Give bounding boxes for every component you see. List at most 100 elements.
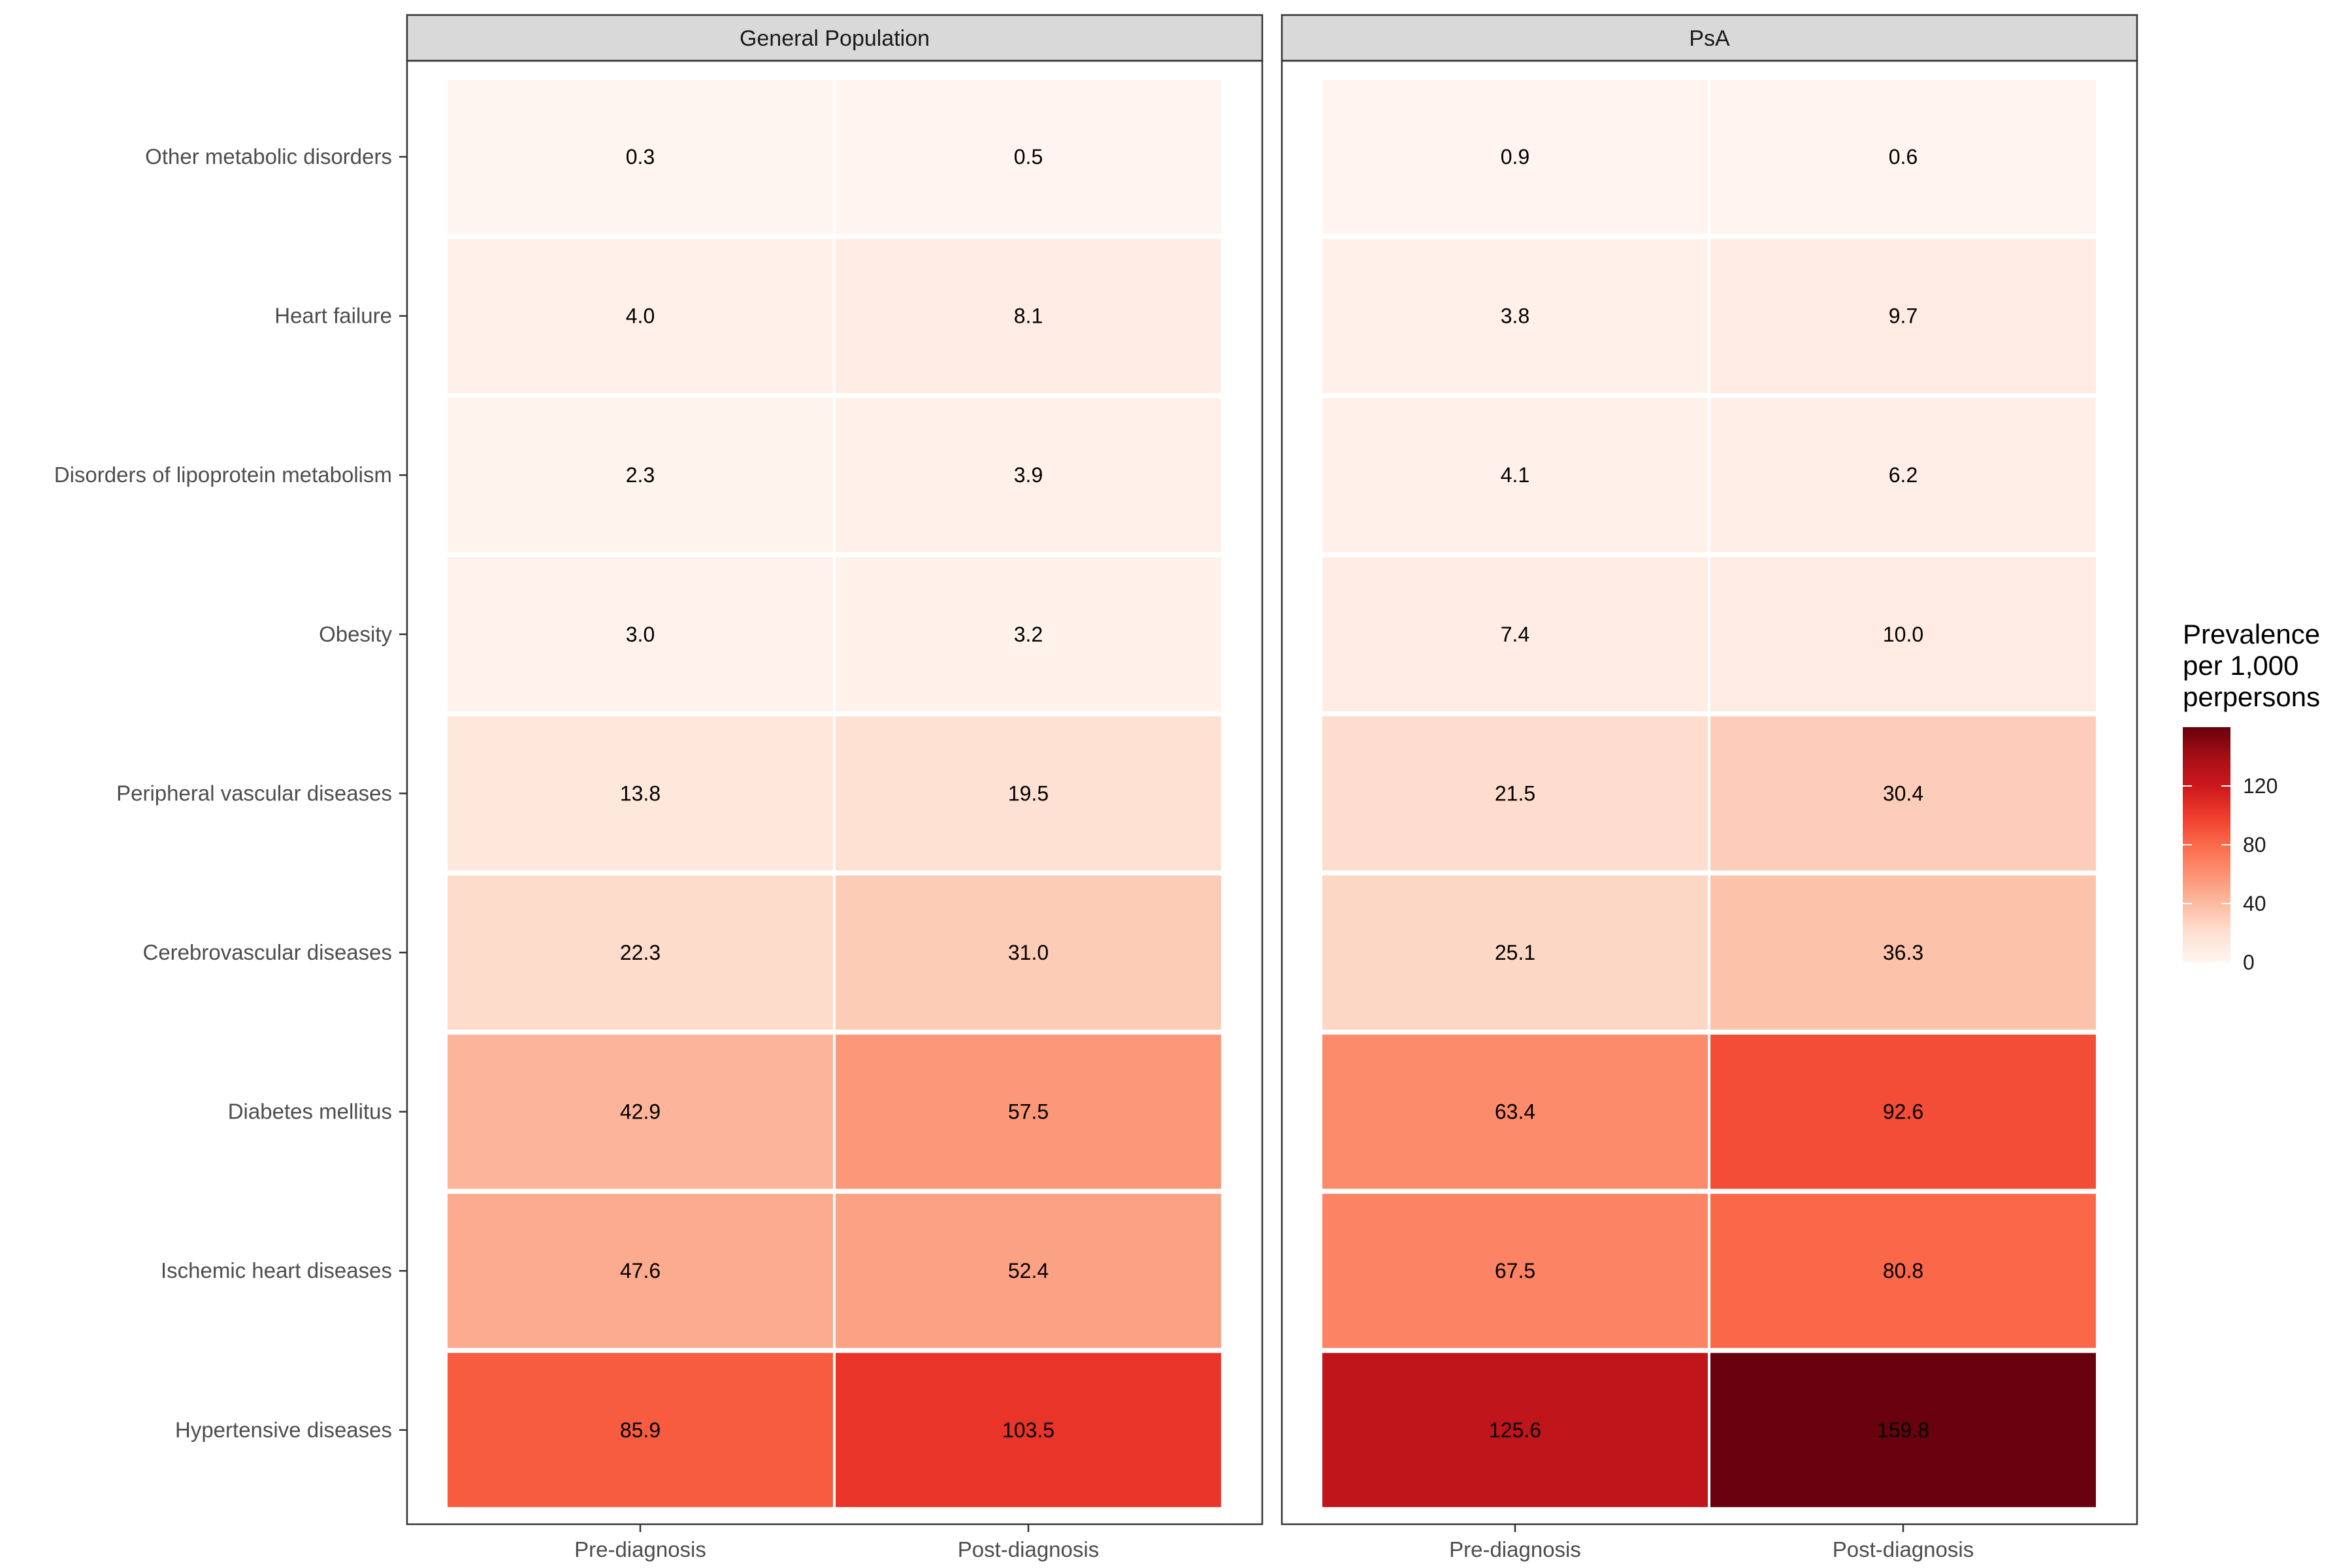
y-tick-label: Heart failure [274,304,392,328]
tile-value-label: 19.5 [1008,781,1049,805]
legend-title-line: perpersons [2183,681,2320,712]
y-tick-label: Diabetes mellitus [228,1100,392,1124]
tile-value-label: 92.6 [1883,1100,1923,1124]
legend-tick-label: 0 [2243,951,2255,974]
x-tick-label: Pre-diagnosis [1449,1537,1581,1561]
tile-value-label: 8.1 [1014,304,1043,328]
panels-layer: General Population 0.3 0.5 4.0 8.1 2.3 3.9 3.0 3… [54,14,2138,1561]
heatmap-tile [448,875,833,1030]
tile-value-label: 30.4 [1883,781,1923,805]
heatmap-tile [1322,238,1708,393]
x-tick-label: Post-diagnosis [1833,1537,1974,1561]
heatmap-tile [448,1194,833,1348]
heatmap-tile [1710,1352,2096,1507]
heatmap-tile [1710,238,2096,393]
facet-strip [1281,14,2138,62]
tile-value-label: 31.0 [1008,941,1049,964]
x-tick-label: Pre-diagnosis [574,1537,706,1561]
facet-strip-label: PsA [1689,26,1730,51]
panel-border [406,59,1264,1526]
heatmap-tile [448,716,833,871]
heatmap-tile [1710,80,2096,234]
facet-strip [406,14,1264,62]
heatmap-tile [1710,1194,2096,1348]
heatmap-tile [448,1034,833,1189]
tile-value-label: 9.7 [1889,304,1918,328]
heatmap-tile [836,398,1221,553]
panel-border [1281,59,2138,1526]
heatmap-tile [836,1034,1221,1189]
heatmap-tile [1322,557,1708,711]
heatmap-tile [1710,875,2096,1030]
tile-value-label: 21.5 [1495,781,1535,805]
legend-title-line: per 1,000 [2183,650,2298,681]
tile-value-label: 63.4 [1495,1100,1535,1124]
heatmap-tile [448,557,833,711]
heatmap-tile [1322,1034,1708,1189]
legend-title-line: Prevalence [2183,619,2320,649]
tile-value-label: 7.4 [1501,623,1529,646]
panel-general-population: General Population 0.3 0.5 4.0 8.1 2.3 3.9 3.0 3… [406,14,1264,1561]
heatmap-tile [1322,1352,1708,1507]
heatmap-tile [836,238,1221,393]
tile-value-label: 42.9 [620,1100,661,1124]
tile-value-label: 4.1 [1501,463,1529,487]
tile-value-label: 3.0 [626,623,655,646]
tile-value-label: 3.9 [1014,463,1043,487]
tile-value-label: 0.5 [1014,145,1043,169]
heatmap-tile [836,80,1221,234]
y-tick-label: Ischemic heart diseases [161,1258,392,1282]
heatmap-tile [836,716,1221,871]
heatmap-tile [836,875,1221,1030]
y-tick-label: Disorders of lipoprotein metabolism [54,463,392,487]
tile-value-label: 2.3 [626,463,655,487]
y-tick-label: Other metabolic disorders [145,144,392,169]
tile-value-label: 3.2 [1014,623,1043,646]
panel-psa: PsA 0.9 0.6 3.8 9.7 4.1 6.2 7.4 10.0 21.5 30.4 25.1… [1281,14,2138,1561]
tile-value-label: 52.4 [1008,1259,1049,1282]
heatmap-tile [1322,716,1708,871]
y-tick-label: Hypertensive diseases [175,1418,392,1442]
tile-value-label: 22.3 [620,941,661,964]
heatmap-tile [1710,557,2096,711]
tile-value-label: 13.8 [620,781,661,805]
heatmap-tile [448,80,833,234]
tile-value-label: 125.6 [1489,1418,1541,1442]
heatmap-tile [1322,1194,1708,1348]
y-tick-label: Cerebrovascular diseases [142,940,392,964]
heatmap-tile [448,1352,833,1507]
tile-value-label: 25.1 [1495,941,1535,964]
tile-value-label: 3.8 [1501,304,1529,328]
tile-value-label: 159.8 [1877,1418,1929,1442]
heatmap-tile [836,1352,1221,1507]
tile-value-label: 85.9 [620,1418,661,1442]
heatmap-tile [448,398,833,553]
tile-value-label: 47.6 [620,1259,661,1282]
tile-value-label: 36.3 [1883,941,1923,964]
x-tick-label: Post-diagnosis [958,1537,1099,1561]
tile-value-label: 80.8 [1883,1259,1923,1282]
tile-value-label: 57.5 [1008,1100,1049,1124]
tile-value-label: 0.9 [1501,145,1529,169]
facet-strip-label: General Population [740,26,930,51]
tile-value-label: 6.2 [1889,463,1918,487]
heatmap-tile [1322,875,1708,1030]
heatmap-tile [1710,398,2096,553]
legend-tick-label: 80 [2243,833,2266,857]
tile-value-label: 10.0 [1883,623,1923,646]
y-axis: Other metabolic disorders Heart failure Di… [54,144,407,1442]
tile-value-label: 67.5 [1495,1259,1535,1282]
tile-value-label: 0.3 [626,145,655,169]
y-tick-label: Peripheral vascular diseases [116,781,392,805]
heatmap-tile [1710,1034,2096,1189]
tile-value-label: 4.0 [626,304,655,328]
legend-tick-label: 120 [2243,774,2278,798]
heatmap-tile [1710,716,2096,871]
heatmap-tile [836,1194,1221,1348]
tile-value-label: 0.6 [1889,145,1918,169]
legend-tick-label: 40 [2243,892,2266,915]
heatmap-tile [1322,398,1708,553]
heatmap-tile [836,557,1221,711]
